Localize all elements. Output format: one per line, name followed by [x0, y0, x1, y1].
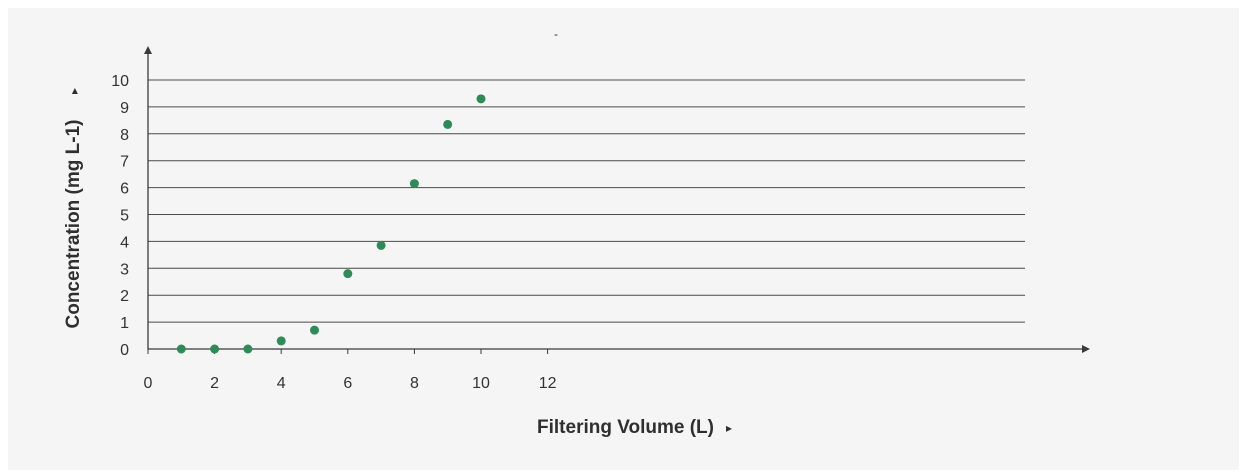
x-tick-label: 10: [472, 375, 490, 392]
x-axis-title: Filtering Volume (L): [537, 417, 714, 438]
data-point: [343, 269, 353, 279]
y-tick-label: 4: [120, 234, 129, 251]
x-axis-title-group: Filtering Volume (L) ▸: [537, 417, 732, 438]
y-tick-label: 10: [111, 73, 129, 90]
y-tick-label: 9: [120, 100, 129, 117]
y-tick-label: 6: [120, 181, 129, 198]
x-axis-title-arrow-icon: ▸: [726, 421, 732, 435]
data-point: [310, 325, 319, 335]
x-tick-label: 4: [277, 375, 286, 392]
y-tick-label: 7: [120, 154, 129, 171]
x-tick-label: 0: [144, 375, 153, 392]
y-axis-title: Concentration (mg L-1): [63, 120, 84, 329]
axes: [144, 46, 1090, 354]
data-point: [210, 344, 220, 354]
data-point: [443, 119, 453, 129]
data-point: [476, 94, 486, 104]
x-axis-arrowhead: [1082, 345, 1090, 353]
data-point: [276, 336, 286, 346]
data-point: [376, 240, 386, 250]
data-point: [409, 179, 419, 189]
y-tick-label: 1: [120, 315, 129, 332]
y-tick-label: 2: [120, 288, 129, 305]
y-axis-arrowhead: [144, 46, 152, 54]
y-tick-label: 5: [120, 208, 129, 225]
data-point: [243, 344, 253, 354]
chart-card: - 0 1 2 3 4 5 6 7 8 9 10 0 2 4 6 8 10 12 Filtering Volume…: [8, 8, 1239, 470]
gridlines: [148, 79, 1025, 323]
y-tick-label: 8: [120, 127, 129, 144]
x-tick-label: 2: [210, 375, 219, 392]
x-tick-label: 12: [539, 375, 557, 392]
data-points: [176, 94, 486, 354]
chart-title: -: [554, 27, 558, 41]
x-tick-label: 6: [343, 375, 352, 392]
y-tick-label: 3: [120, 261, 129, 278]
data-point: [176, 344, 186, 354]
y-tick-label: 0: [120, 342, 129, 359]
x-tick-label: 8: [410, 375, 419, 392]
y-axis-title-group: Concentration (mg L-1) ▸: [63, 88, 84, 329]
y-axis-title-arrow-icon: ▸: [67, 88, 81, 94]
